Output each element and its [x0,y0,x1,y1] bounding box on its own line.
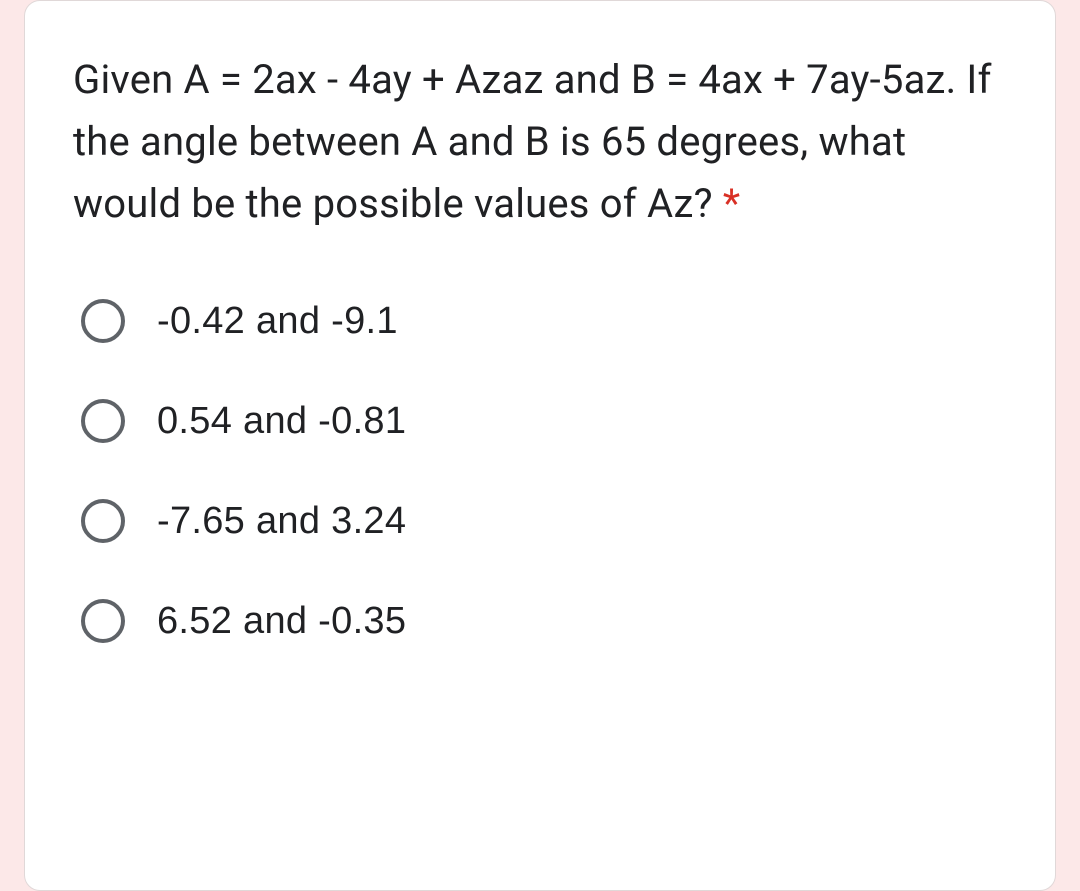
question-text: Given A = 2ax - 4ay + Azaz and B = 4ax +… [73,49,1007,235]
option-label: 0.54 and -0.81 [157,400,406,443]
option-label: -7.65 and 3.24 [157,500,406,543]
radio-icon [81,599,125,643]
options-group: -0.42 and -9.1 0.54 and -0.81 -7.65 and … [73,299,1007,643]
required-asterisk: * [723,180,740,227]
option-1[interactable]: 0.54 and -0.81 [81,399,1007,443]
question-card: Given A = 2ax - 4ay + Azaz and B = 4ax +… [24,0,1056,891]
radio-icon [81,299,125,343]
question-body: Given A = 2ax - 4ay + Azaz and B = 4ax +… [73,56,992,227]
option-0[interactable]: -0.42 and -9.1 [81,299,1007,343]
radio-icon [81,499,125,543]
option-label: -0.42 and -9.1 [157,300,398,343]
radio-icon [81,399,125,443]
option-3[interactable]: 6.52 and -0.35 [81,599,1007,643]
option-label: 6.52 and -0.35 [157,600,406,643]
option-2[interactable]: -7.65 and 3.24 [81,499,1007,543]
